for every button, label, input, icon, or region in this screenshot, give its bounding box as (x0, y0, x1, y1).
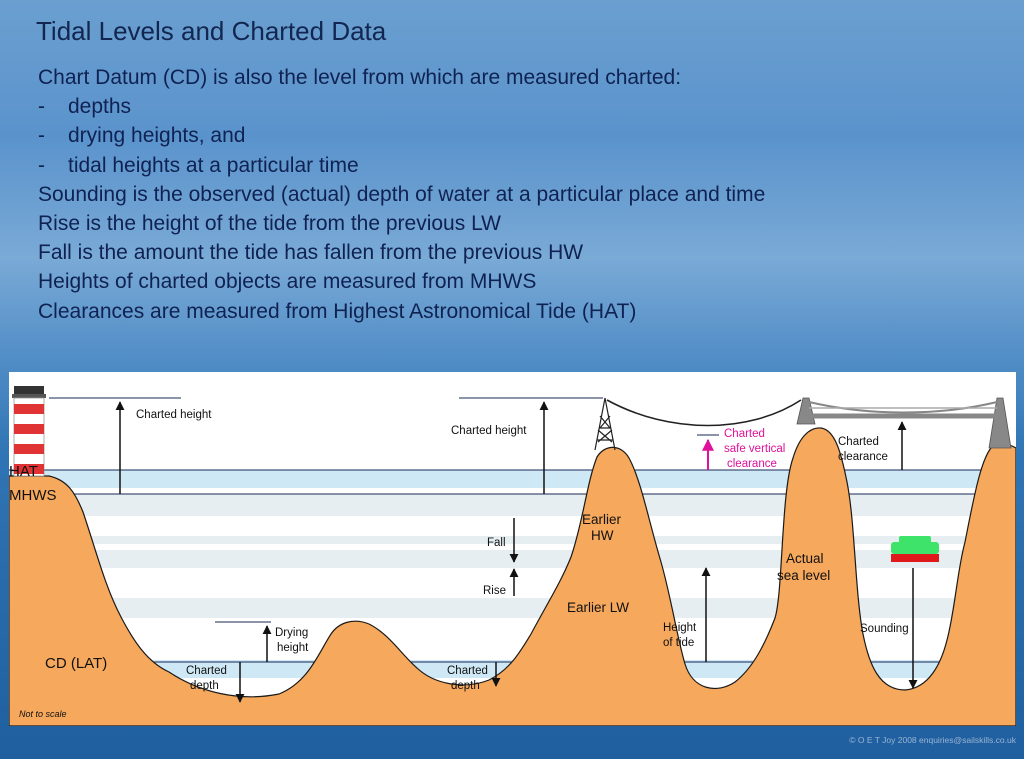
tidal-diagram: HAT MHWS CD (LAT) Charted height Charted… (9, 372, 1016, 726)
tidal-diagram-svg: HAT MHWS CD (LAT) Charted height Charted… (9, 386, 1016, 726)
bullet-item: - tidal heights at a particular time (38, 153, 359, 177)
drying-height-label-1: Drying (275, 627, 308, 639)
earlier-hw-label-1: Earlier (582, 512, 622, 527)
fall-label: Fall (487, 537, 506, 549)
bullet-item: Fall is the amount the tide has fallen f… (38, 241, 584, 265)
charted-height-label-2: Charted height (451, 425, 527, 437)
upper-grey-band (9, 494, 1016, 516)
earlier-lw-label: Earlier LW (567, 600, 629, 615)
bullet-item: Chart Datum (CD) is also the level from … (38, 66, 682, 89)
safe-clearance-label-3: clearance (727, 458, 777, 470)
charted-clearance-label-2: clearance (838, 451, 888, 463)
charted-clearance-label-1: Charted (838, 436, 879, 448)
earlier-hw-label-2: HW (591, 528, 614, 543)
safe-clearance-label-1: Charted (724, 428, 765, 440)
charted-height-label-1: Charted height (136, 409, 212, 421)
actual-sea-level-label-1: Actual (786, 551, 824, 566)
bullet-item: - depths (38, 95, 132, 119)
power-cable (606, 399, 802, 427)
lower-grey-band (9, 598, 1016, 618)
lighthouse-icon (12, 386, 46, 477)
charted-depth-label-1b: depth (190, 680, 219, 692)
charted-depth-label-2b: depth (451, 680, 480, 692)
height-of-tide-label-2: of tide (663, 637, 694, 649)
charted-depth-label-2a: Charted (447, 665, 488, 677)
pylon-icon (594, 397, 616, 451)
seabed-profile (9, 427, 1016, 726)
bullet-item: - drying heights, and (38, 124, 246, 148)
cd-label: CD (LAT) (45, 655, 107, 672)
rise-label: Rise (483, 585, 506, 597)
measurement-arrows (115, 401, 918, 703)
drying-height-label-2: height (277, 642, 309, 654)
height-of-tide-label-1: Height (663, 622, 697, 634)
bullet-list: Chart Datum (CD) is also the level from … (38, 63, 765, 326)
bullet-item: Rise is the height of the tide from the … (38, 212, 502, 236)
not-to-scale-label: Not to scale (19, 709, 67, 719)
hat-label: HAT (9, 463, 38, 480)
bridge-icon (796, 397, 1012, 449)
boat-icon (891, 536, 939, 562)
copyright-text: © O E T Joy 2008 enquiries@sailskills.co… (849, 735, 1016, 745)
slide-title: Tidal Levels and Charted Data (36, 16, 387, 46)
bullet-item: Clearances are measured from Highest Ast… (38, 299, 637, 323)
sounding-label: Sounding (860, 623, 909, 635)
actual-sea-level-label-2: sea level (777, 568, 830, 583)
middle-grey-band (9, 550, 1016, 568)
hat-mhws-band (9, 470, 1016, 488)
safe-clearance-label-2: safe vertical (724, 443, 785, 455)
bullet-item: Sounding is the observed (actual) depth … (38, 182, 766, 206)
bullet-item: Heights of charted objects are measured … (38, 270, 537, 294)
mhws-label: MHWS (9, 487, 57, 504)
charted-depth-label-1a: Charted (186, 665, 227, 677)
